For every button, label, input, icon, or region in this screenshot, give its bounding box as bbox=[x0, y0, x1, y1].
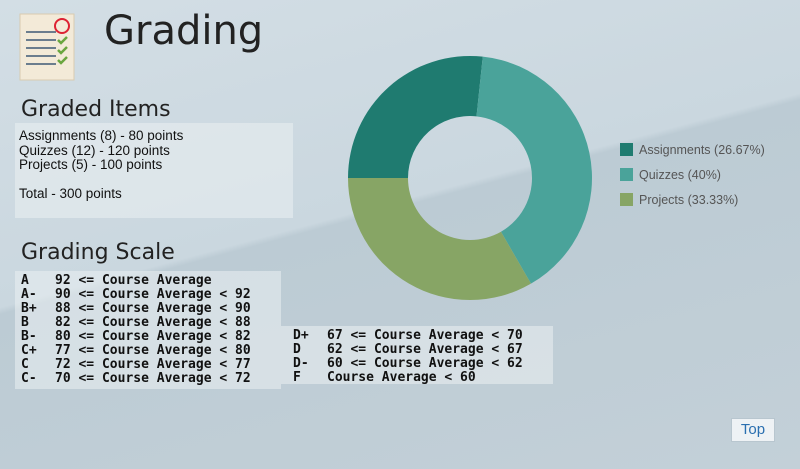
item-line: Assignments (8) - 80 points bbox=[19, 128, 184, 143]
scale-rule: 80 <= Course Average < 82 bbox=[55, 329, 251, 344]
top-button[interactable]: Top bbox=[731, 418, 775, 442]
scale-grade: B- bbox=[21, 329, 37, 344]
scale-grade: A- bbox=[21, 287, 37, 302]
scale-rule: 67 <= Course Average < 70 bbox=[327, 328, 523, 343]
scale-row: A- 90 <= Course Average < 92 bbox=[21, 288, 275, 302]
legend-label: Projects (33.33%) bbox=[639, 192, 739, 207]
scale-grade: C+ bbox=[21, 343, 37, 358]
scale-row: D 62 <= Course Average < 67 bbox=[293, 343, 547, 357]
donut-slice bbox=[476, 56, 592, 284]
legend-swatch bbox=[620, 143, 633, 156]
item-line: Projects (5) - 100 points bbox=[19, 157, 163, 172]
scale-grade: D- bbox=[293, 356, 309, 371]
scale-row: F Course Average < 60 bbox=[293, 371, 547, 385]
legend-label: Quizzes (40%) bbox=[639, 167, 721, 182]
grading-icon bbox=[19, 13, 75, 81]
legend-swatch bbox=[620, 168, 633, 181]
scale-row: C- 70 <= Course Average < 72 bbox=[21, 372, 275, 386]
donut-slice bbox=[348, 56, 483, 178]
legend-entry: Projects (33.33%) bbox=[620, 187, 765, 212]
scale-grade: F bbox=[293, 370, 301, 385]
scale-row: C+ 77 <= Course Average < 80 bbox=[21, 344, 275, 358]
item-line: Quizzes (12) - 120 points bbox=[19, 142, 170, 158]
scale-row: B+ 88 <= Course Average < 90 bbox=[21, 302, 275, 316]
scale-left: A 92 <= Course Average A- 90 <= Course Aver… bbox=[15, 271, 281, 389]
scale-rule: 82 <= Course Average < 88 bbox=[55, 315, 251, 330]
scale-rule: 77 <= Course Average < 80 bbox=[55, 343, 251, 358]
legend-swatch bbox=[620, 193, 633, 206]
legend-entry: Assignments (26.67%) bbox=[620, 137, 765, 162]
scale-rule: 62 <= Course Average < 67 bbox=[327, 342, 523, 357]
scale-grade: C bbox=[21, 357, 29, 372]
scale-rule: 90 <= Course Average < 92 bbox=[55, 287, 251, 302]
scale-row: B 82 <= Course Average < 88 bbox=[21, 316, 275, 330]
item-total: Total - 300 points bbox=[19, 185, 122, 201]
legend-entry: Quizzes (40%) bbox=[620, 162, 765, 187]
scale-grade: C- bbox=[21, 371, 37, 386]
scale-rule: 88 <= Course Average < 90 bbox=[55, 301, 251, 316]
scale-grade: D bbox=[293, 342, 301, 357]
donut-chart bbox=[348, 56, 592, 300]
scale-rule: 92 <= Course Average bbox=[55, 273, 212, 288]
donut-slice bbox=[348, 178, 531, 300]
scale-right: D+ 67 <= Course Average < 70 D 62 <= Course… bbox=[281, 326, 553, 385]
scale-grade: B+ bbox=[21, 301, 37, 316]
scale-rule: 70 <= Course Average < 72 bbox=[55, 371, 251, 386]
section-title: Graded Items bbox=[21, 97, 171, 122]
scale-row: D- 60 <= Course Average < 62 bbox=[293, 357, 547, 371]
scale-row: A 92 <= Course Average bbox=[21, 274, 275, 288]
legend-label: Assignments (26.67%) bbox=[639, 142, 765, 157]
page-title: Grading bbox=[104, 8, 264, 54]
scale-row: C 72 <= Course Average < 77 bbox=[21, 358, 275, 372]
scale-rule: 72 <= Course Average < 77 bbox=[55, 357, 251, 372]
scale-rule: Course Average < 60 bbox=[327, 370, 476, 385]
section-title: Grading Scale bbox=[21, 240, 175, 265]
scale-rule: 60 <= Course Average < 62 bbox=[327, 356, 523, 371]
scale-row: B- 80 <= Course Average < 82 bbox=[21, 330, 275, 344]
graded-items: Assignments (8) - 80 points Quizzes (12) … bbox=[15, 123, 293, 218]
scale-grade: A bbox=[21, 273, 29, 288]
legend: Assignments (26.67%) Quizzes (40%) Project… bbox=[620, 137, 765, 212]
scale-grade: D+ bbox=[293, 328, 309, 343]
scale-row: D+ 67 <= Course Average < 70 bbox=[293, 329, 547, 343]
scale-grade: B bbox=[21, 315, 29, 330]
